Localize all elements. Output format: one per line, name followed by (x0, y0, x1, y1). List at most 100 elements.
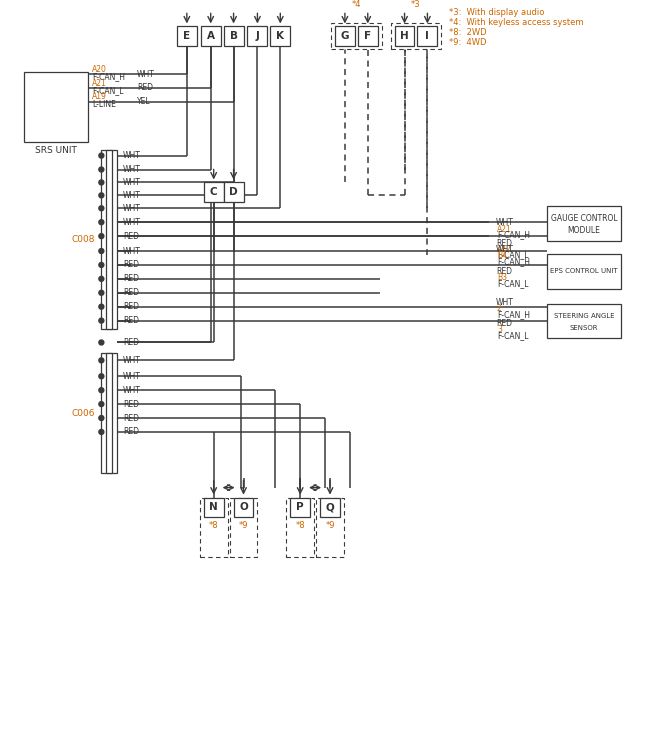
Text: RED: RED (123, 260, 139, 269)
Circle shape (99, 401, 104, 407)
Bar (24, 72, 88, 141)
Text: A19: A19 (92, 92, 107, 101)
Text: E: E (184, 31, 190, 42)
Bar (417, 26, 438, 46)
Circle shape (99, 153, 104, 158)
Text: F-CAN_H: F-CAN_H (92, 73, 126, 82)
Circle shape (99, 416, 104, 420)
Circle shape (99, 277, 104, 281)
Bar (391, 23, 442, 49)
Bar (316, 497, 344, 557)
Circle shape (99, 340, 104, 345)
Circle shape (99, 373, 104, 379)
Circle shape (99, 262, 104, 268)
Bar (101, 150, 117, 329)
Text: 2: 2 (497, 304, 502, 313)
Bar (224, 182, 243, 203)
Text: 3: 3 (497, 325, 502, 334)
Bar (290, 497, 310, 517)
Text: F-CAN_L: F-CAN_L (497, 279, 528, 288)
Bar (107, 150, 113, 329)
Bar (224, 26, 243, 46)
Text: RED: RED (123, 274, 139, 284)
Text: RED: RED (496, 319, 512, 328)
Text: WHT: WHT (123, 204, 141, 212)
Circle shape (99, 318, 104, 323)
Text: RED: RED (123, 427, 139, 436)
Circle shape (99, 234, 104, 239)
Text: RED: RED (496, 268, 512, 277)
Bar (320, 497, 340, 517)
Text: *3:  With display audio: *3: With display audio (449, 8, 545, 17)
Text: WHT: WHT (123, 356, 141, 365)
Text: I: I (426, 31, 430, 42)
Text: RED: RED (123, 414, 139, 423)
Text: N: N (209, 503, 218, 513)
Text: Q: Q (326, 503, 334, 513)
Text: RED: RED (123, 288, 139, 297)
Bar (107, 353, 113, 472)
Text: *4:  With keyless access system: *4: With keyless access system (449, 18, 584, 27)
Text: RED: RED (496, 239, 512, 247)
Text: RED: RED (123, 316, 139, 325)
Bar (204, 497, 224, 517)
Text: WHT: WHT (123, 151, 141, 160)
Text: WHT: WHT (123, 386, 141, 395)
Text: WHT: WHT (496, 244, 514, 253)
Text: F-CAN_L: F-CAN_L (497, 250, 528, 259)
Text: A21: A21 (497, 225, 512, 234)
Circle shape (99, 180, 104, 185)
Text: A20: A20 (92, 64, 107, 73)
Bar (331, 23, 382, 49)
Text: K: K (276, 31, 284, 42)
Text: B3: B3 (497, 274, 507, 282)
Text: F-CAN_L: F-CAN_L (92, 86, 124, 95)
Bar (200, 497, 228, 557)
Circle shape (99, 206, 104, 211)
Text: GAUGE CONTROL: GAUGE CONTROL (551, 214, 617, 223)
Text: WHT: WHT (123, 218, 141, 227)
Text: WHT: WHT (496, 218, 514, 227)
Circle shape (99, 358, 104, 363)
Circle shape (99, 304, 104, 309)
Bar (395, 26, 415, 46)
Text: F-CAN_H: F-CAN_H (497, 258, 530, 266)
Text: *9: *9 (239, 521, 248, 530)
Text: SENSOR: SENSOR (570, 325, 598, 331)
Text: L-LINE: L-LINE (92, 101, 116, 110)
Text: A: A (207, 31, 215, 42)
Bar (201, 26, 220, 46)
Bar (358, 26, 378, 46)
Text: D: D (229, 187, 238, 197)
Text: *8: *8 (295, 521, 305, 530)
Text: *4: *4 (351, 0, 361, 9)
Text: J: J (255, 31, 259, 42)
Text: C008: C008 (72, 234, 95, 243)
Bar (247, 26, 267, 46)
Text: WHT: WHT (123, 165, 141, 174)
Text: A21: A21 (92, 79, 107, 88)
Text: WHT: WHT (123, 191, 141, 200)
Text: STEERING ANGLE: STEERING ANGLE (553, 313, 615, 319)
Circle shape (99, 167, 104, 172)
Text: RED: RED (123, 231, 139, 240)
Text: MODULE: MODULE (568, 226, 600, 235)
Circle shape (99, 290, 104, 296)
Text: RED: RED (137, 83, 153, 92)
Circle shape (99, 249, 104, 253)
Circle shape (99, 429, 104, 435)
Text: RED: RED (123, 338, 139, 347)
Text: *8:  2WD: *8: 2WD (449, 28, 487, 37)
Text: F-CAN_H: F-CAN_H (497, 231, 530, 240)
Text: B4: B4 (497, 252, 507, 261)
Circle shape (99, 388, 104, 392)
Text: RED: RED (123, 302, 139, 311)
Text: WHT: WHT (123, 372, 141, 381)
Bar (101, 353, 117, 472)
Bar (177, 26, 197, 46)
Text: RED: RED (123, 400, 139, 408)
Text: F-CAN_L: F-CAN_L (497, 331, 528, 340)
Bar (547, 206, 621, 241)
Text: *8: *8 (209, 521, 218, 530)
Text: B: B (230, 31, 238, 42)
